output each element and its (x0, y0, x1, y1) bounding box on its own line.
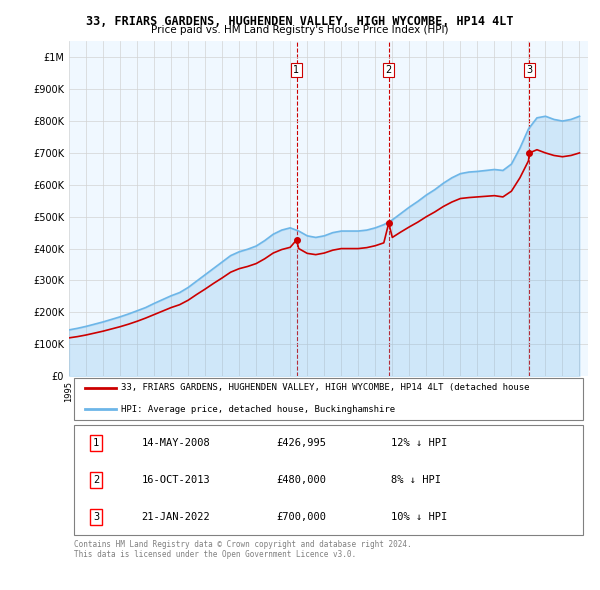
Text: 12% ↓ HPI: 12% ↓ HPI (391, 438, 447, 448)
Text: 14-MAY-2008: 14-MAY-2008 (142, 438, 211, 448)
Text: Contains HM Land Registry data © Crown copyright and database right 2024.
This d: Contains HM Land Registry data © Crown c… (74, 540, 412, 559)
Text: 10% ↓ HPI: 10% ↓ HPI (391, 512, 447, 522)
Text: £700,000: £700,000 (277, 512, 326, 522)
FancyBboxPatch shape (74, 378, 583, 420)
Text: 16-OCT-2013: 16-OCT-2013 (142, 475, 211, 485)
Text: 1: 1 (293, 65, 299, 75)
Text: 1: 1 (93, 438, 99, 448)
Text: 3: 3 (93, 512, 99, 522)
Text: 8% ↓ HPI: 8% ↓ HPI (391, 475, 441, 485)
Text: 33, FRIARS GARDENS, HUGHENDEN VALLEY, HIGH WYCOMBE, HP14 4LT: 33, FRIARS GARDENS, HUGHENDEN VALLEY, HI… (86, 15, 514, 28)
Text: 2: 2 (386, 65, 392, 75)
Text: £480,000: £480,000 (277, 475, 326, 485)
Text: 21-JAN-2022: 21-JAN-2022 (142, 512, 211, 522)
Text: 2: 2 (93, 475, 99, 485)
Text: 33, FRIARS GARDENS, HUGHENDEN VALLEY, HIGH WYCOMBE, HP14 4LT (detached house: 33, FRIARS GARDENS, HUGHENDEN VALLEY, HI… (121, 383, 529, 392)
Text: £426,995: £426,995 (277, 438, 326, 448)
FancyBboxPatch shape (74, 425, 583, 536)
Text: HPI: Average price, detached house, Buckinghamshire: HPI: Average price, detached house, Buck… (121, 405, 395, 414)
Text: Price paid vs. HM Land Registry's House Price Index (HPI): Price paid vs. HM Land Registry's House … (151, 25, 449, 35)
Text: 3: 3 (526, 65, 533, 75)
